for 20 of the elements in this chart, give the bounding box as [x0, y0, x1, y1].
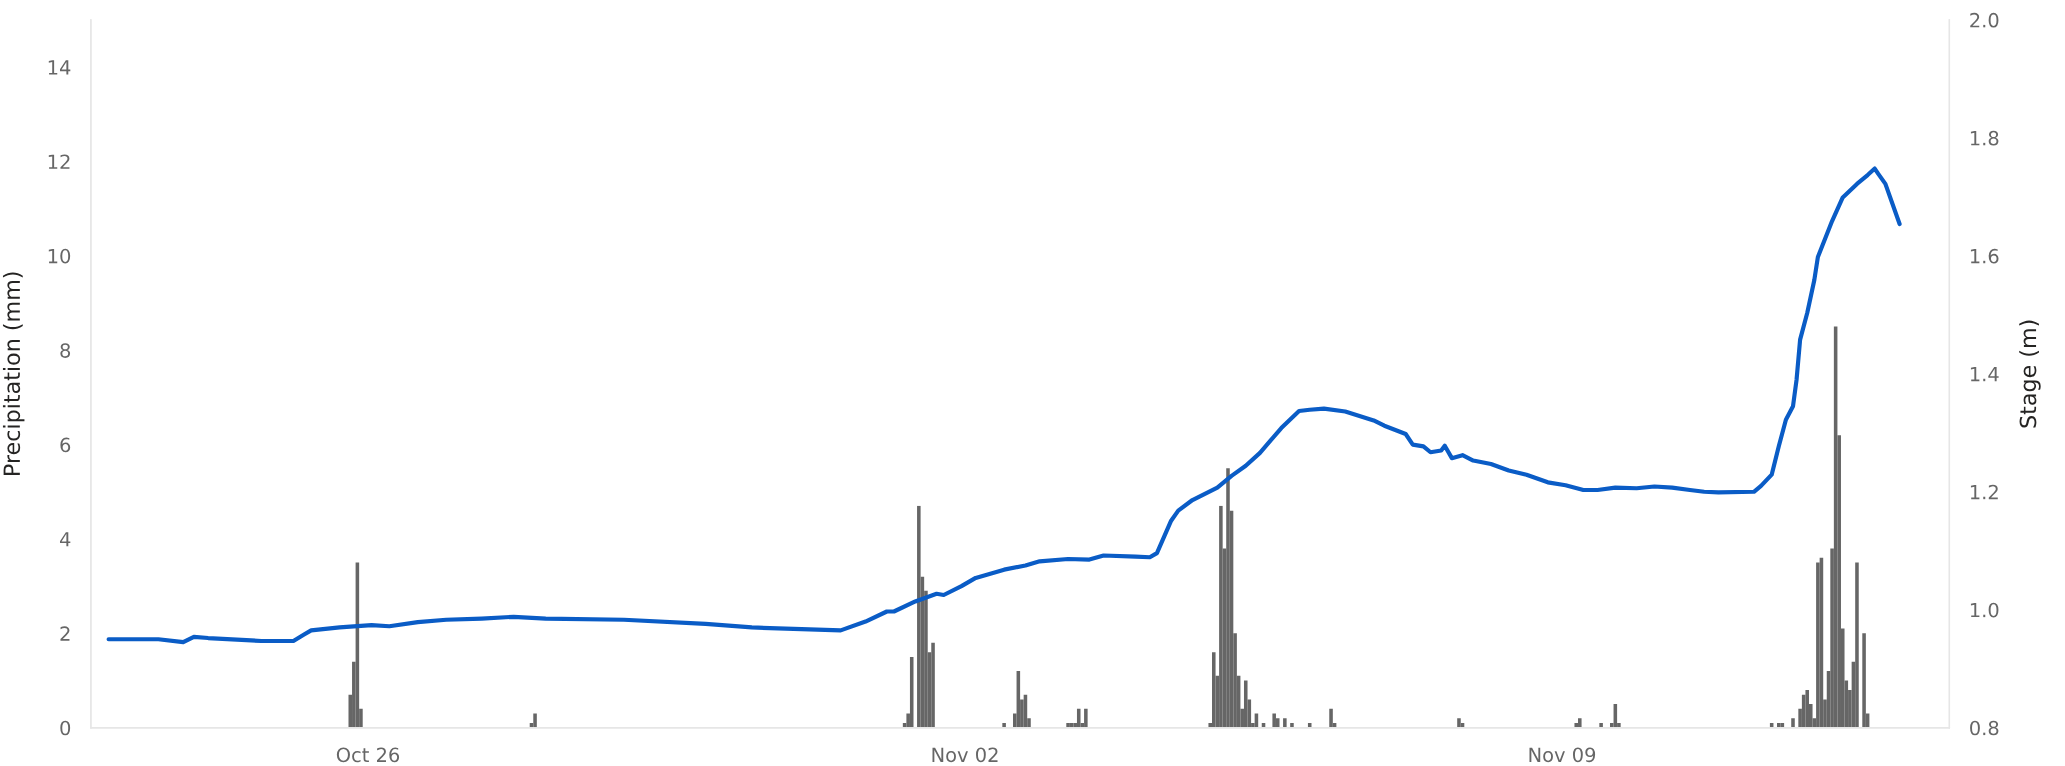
y-tick-label: 2 — [60, 626, 70, 641]
y-tick-label: 6 — [60, 437, 71, 453]
y-axis-title: Precipitation (mm) — [2, 272, 25, 475]
y-tick-label: 10 — [48, 248, 71, 264]
x-tick-label: Oct 26 — [336, 747, 400, 763]
y2-tick-label: 1.8 — [1970, 130, 1999, 146]
y2-tick-label: 0.8 — [1970, 720, 1999, 736]
y-tick-label: 0 — [60, 720, 71, 736]
x-tick-label: Nov 02 — [932, 747, 998, 763]
y-tick-label: 4 — [59, 532, 71, 547]
y-tick-label: 8 — [60, 343, 71, 358]
x-tick-label: Nov 09 — [1529, 747, 1596, 763]
y2-axis-title: Stage (m) — [2019, 320, 2041, 428]
y2-tick-label: 1.2 — [1970, 484, 1998, 500]
y2-tick-label: 1.6 — [1970, 248, 1999, 264]
y2-tick-label: 1.0 — [1970, 602, 1999, 618]
y-tick-label: 14 — [48, 60, 71, 75]
y2-tick-label: 1.4 — [1970, 367, 1999, 382]
y-tick-label: 12 — [48, 154, 70, 169]
y2-tick-label: 2.0 — [1970, 12, 1999, 28]
